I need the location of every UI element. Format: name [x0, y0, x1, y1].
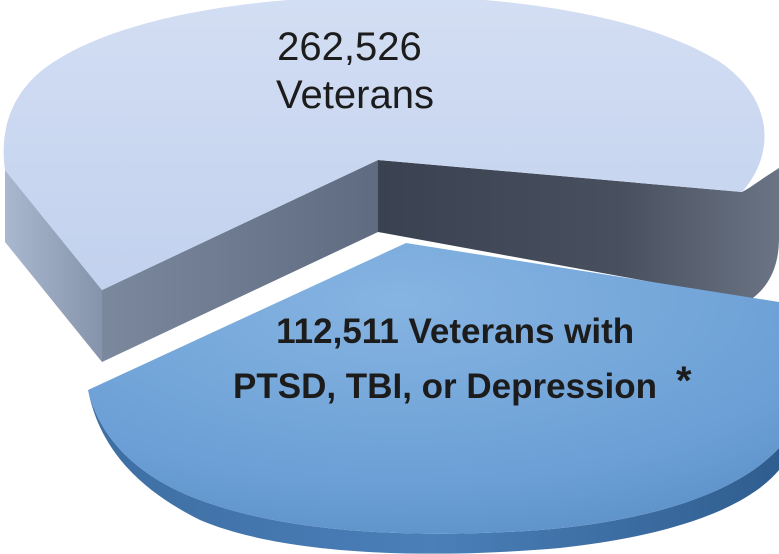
pie-slice-ptsd-tbi-depression	[88, 243, 779, 554]
slice-veterans-side-right	[378, 160, 779, 300]
slice-veterans-count: 262,526	[277, 25, 422, 69]
slice-veterans-caption: Veterans	[276, 73, 434, 117]
slice-veterans-cut-wall	[102, 160, 378, 362]
slice-veterans-side-left	[5, 170, 102, 362]
slice-veterans-label: 262,526 Veterans	[276, 25, 434, 117]
slice-veterans-top	[3, 0, 765, 290]
pie-slice-veterans	[3, 0, 779, 362]
footnote-asterisk: *	[676, 359, 692, 403]
slice-ptsd-count: 112,511 Veterans with	[276, 312, 634, 351]
slice-ptsd-caption: PTSD, TBI, or Depression	[233, 367, 657, 406]
slice-ptsd-top	[88, 243, 779, 534]
slice-ptsd-label: 112,511 Veterans with PTSD, TBI, or Depr…	[233, 312, 657, 406]
